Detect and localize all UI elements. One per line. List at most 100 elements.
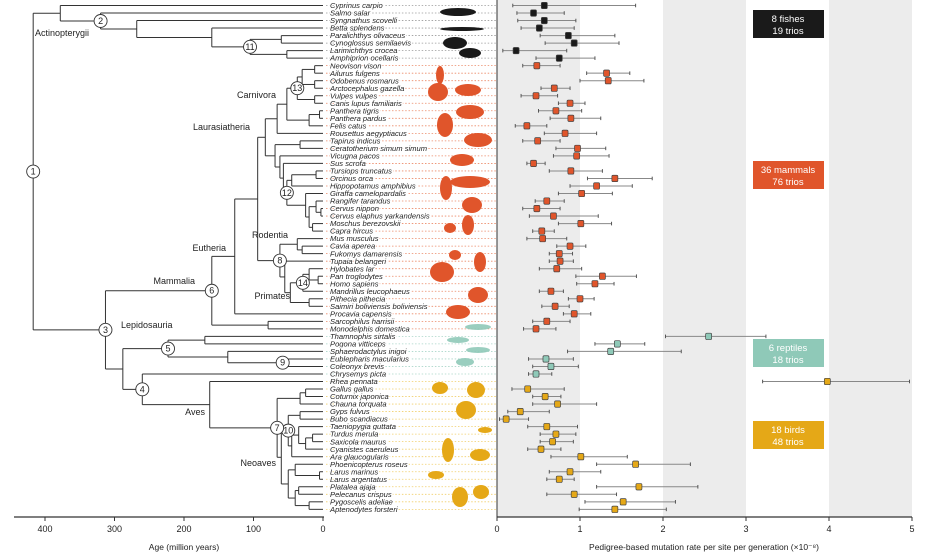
- species-name: Rhea pennata: [330, 377, 378, 386]
- species-name: Ailurus fulgens: [329, 69, 380, 78]
- clade-label-carnivora: Carnivora: [237, 90, 276, 100]
- median-box: [566, 468, 574, 476]
- rate-axis-tick-label: 1: [577, 524, 582, 534]
- mammal-silhouette: [440, 176, 452, 200]
- species-name: Sarcophilus harrisii: [330, 317, 394, 326]
- reptile-silhouette: [456, 358, 474, 366]
- species-name: Rangifer tarandus: [330, 197, 391, 206]
- fish-silhouette: [443, 37, 467, 49]
- clade-label-eutheria: Eutheria: [192, 243, 226, 253]
- species-name: Pithecia pithecia: [330, 294, 385, 303]
- species-name: Pygoscelis adeliae: [330, 497, 393, 506]
- median-box: [823, 377, 831, 386]
- species-name: Eublepharis macularius: [330, 355, 409, 364]
- node-number: 11: [245, 42, 254, 52]
- median-box: [553, 265, 561, 273]
- fish-silhouette: [440, 8, 476, 16]
- species-name: Larus argentatus: [330, 475, 387, 484]
- median-box: [533, 204, 541, 213]
- mammal-silhouette: [450, 176, 490, 188]
- median-box: [565, 32, 572, 40]
- median-box: [524, 385, 532, 393]
- species-name: Capra hircus: [330, 227, 373, 236]
- bird-silhouette: [467, 382, 485, 398]
- median-box: [540, 1, 548, 10]
- legend-line2: 48 trios: [772, 437, 803, 448]
- bird-silhouette: [452, 487, 468, 507]
- node-number: 6: [209, 286, 214, 296]
- median-box: [535, 24, 543, 32]
- node-marker: [204, 283, 219, 298]
- species-name: Hylobates lar: [330, 264, 375, 273]
- species-name: Thamnophis sirtalis: [330, 332, 396, 341]
- reptile-silhouette: [466, 347, 490, 353]
- node-marker: [290, 81, 305, 96]
- species-name: Chrysemys picta: [330, 370, 386, 379]
- species-name: Cynoglossus semilaevis: [330, 39, 411, 48]
- median-box: [550, 84, 558, 92]
- clade-label-neoaves: Neoaves: [240, 458, 276, 468]
- mammal-silhouette: [456, 105, 484, 119]
- median-box: [556, 257, 564, 265]
- node-number: 1: [31, 167, 36, 177]
- median-box: [573, 152, 581, 160]
- median-box: [532, 92, 540, 100]
- node-number: 3: [103, 325, 108, 335]
- legend-line1: 36 mammals: [761, 165, 816, 176]
- tree-axis-tick-label: 400: [37, 524, 52, 534]
- species-name: Coleonyx brevis: [330, 362, 384, 371]
- legend-line2: 76 trios: [772, 177, 803, 188]
- bird-silhouette: [432, 382, 448, 394]
- species-name: Saimiri boliviensis boliviensis: [330, 302, 428, 311]
- species-name: Gyps fulvus: [330, 407, 370, 416]
- mammal-silhouette: [468, 287, 488, 303]
- median-box: [502, 415, 510, 423]
- species-name: Syngnathus scovelli: [330, 16, 397, 25]
- median-box: [599, 272, 606, 280]
- species-name: Turdus merula: [330, 430, 378, 439]
- mammal-silhouette: [455, 84, 481, 96]
- median-box: [566, 242, 574, 250]
- node-marker: [93, 14, 108, 28]
- median-box: [611, 174, 619, 183]
- species-name: Sphaerodactylus inigoi: [330, 347, 407, 356]
- tree-axis-title: Age (million years): [149, 542, 220, 552]
- legend-box-bird: [753, 421, 824, 449]
- node-number: 14: [298, 278, 308, 288]
- species-name: Saxicola maurus: [330, 437, 386, 446]
- bird-silhouette: [456, 401, 476, 419]
- mammal-silhouette: [464, 133, 492, 147]
- bird-silhouette: [442, 438, 454, 462]
- clade-label-laurasiatheria: Laurasiatheria: [193, 122, 250, 132]
- median-box: [555, 250, 563, 258]
- median-box: [611, 505, 619, 513]
- median-box: [570, 490, 578, 498]
- clade-label-rodentia: Rodentia: [252, 230, 288, 240]
- median-box: [567, 167, 575, 175]
- node-marker: [98, 322, 113, 337]
- median-box: [552, 430, 560, 438]
- median-box: [549, 438, 556, 446]
- node-number: 8: [277, 256, 282, 266]
- median-box: [619, 498, 627, 506]
- species-name: Betta splendens: [330, 24, 385, 33]
- species-name: Larus marinus: [330, 467, 378, 476]
- bird-silhouette: [473, 485, 489, 499]
- species-name: Tursiops truncatus: [330, 167, 392, 176]
- median-box: [570, 310, 578, 318]
- median-box: [532, 370, 540, 378]
- species-name: Chauna torquata: [330, 400, 387, 409]
- species-name: Pogona vitticeps: [330, 340, 386, 349]
- node-marker: [295, 275, 310, 290]
- legend-box-reptile: [753, 339, 824, 367]
- clade-label-actinopterygii: Actinopterygii: [35, 28, 89, 38]
- species-name: Aptenodytes forsteri: [329, 505, 398, 514]
- median-box: [613, 340, 621, 348]
- species-name: Panthera pardus: [330, 114, 386, 123]
- species-name: Coturnix japonica: [330, 392, 389, 401]
- species-name: Gallus gallus: [330, 385, 374, 394]
- species-name: Cervus elaphus yarkandensis: [330, 212, 430, 221]
- median-box: [537, 445, 545, 453]
- median-box: [566, 99, 574, 107]
- rate-axis-tick-label: 3: [743, 524, 748, 534]
